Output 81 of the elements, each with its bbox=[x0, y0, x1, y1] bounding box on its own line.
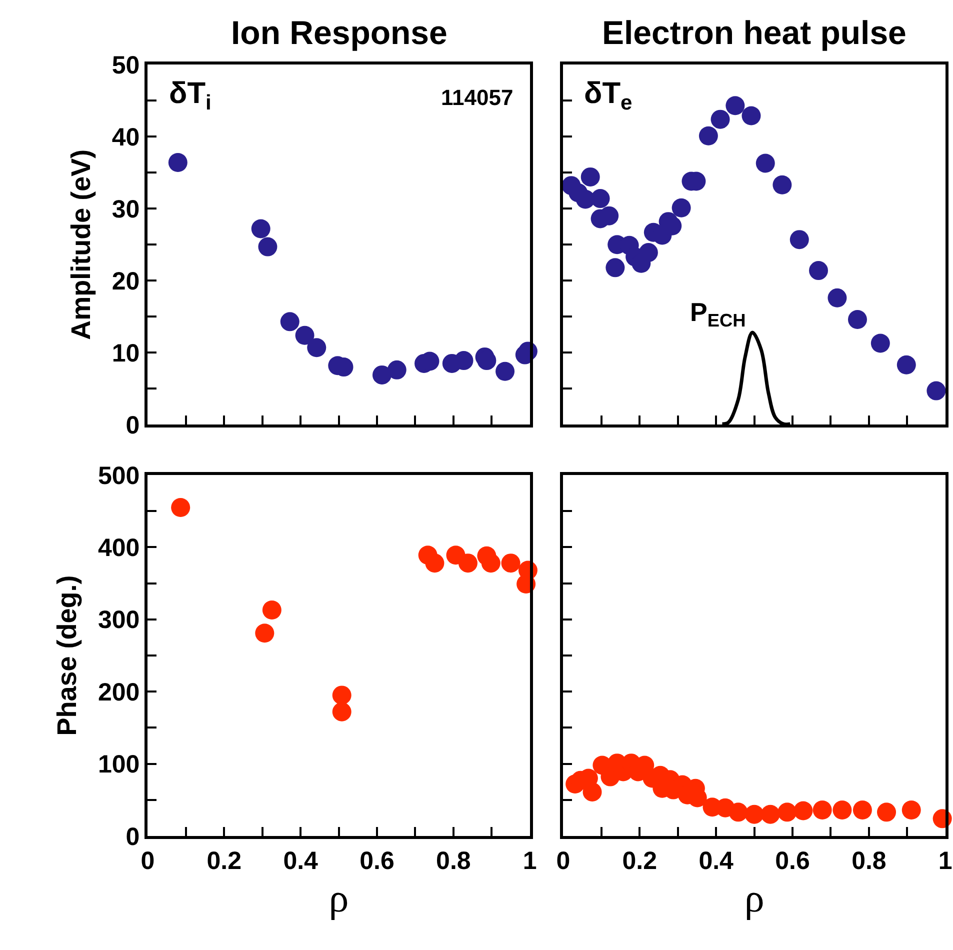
point bbox=[258, 237, 278, 256]
x-tick-label: 0.6 bbox=[775, 847, 810, 875]
y-tick-label: 30 bbox=[112, 195, 140, 224]
y-tick-label: 20 bbox=[112, 267, 140, 296]
point bbox=[481, 554, 500, 573]
point bbox=[698, 126, 718, 146]
y-tick-label: 40 bbox=[112, 123, 140, 152]
point bbox=[307, 338, 326, 358]
point bbox=[760, 804, 780, 824]
x-tick-label: 0.8 bbox=[436, 847, 471, 875]
series-label: P$_{ECH}$ bbox=[690, 297, 746, 330]
point bbox=[794, 801, 813, 820]
point bbox=[332, 702, 352, 722]
point bbox=[458, 554, 478, 573]
y-tick-label: 100 bbox=[98, 750, 140, 779]
x-axis-title: ρ bbox=[744, 876, 764, 920]
point bbox=[501, 554, 520, 573]
point bbox=[710, 110, 730, 129]
point bbox=[809, 261, 828, 280]
y-tick-label: 0 bbox=[126, 411, 140, 440]
y-tick-label: 400 bbox=[98, 534, 140, 562]
point bbox=[832, 800, 852, 820]
y-tick-label: 50 bbox=[112, 51, 140, 80]
chart-title: Ion Response bbox=[231, 14, 448, 51]
point bbox=[168, 153, 188, 172]
point bbox=[812, 800, 832, 820]
point bbox=[454, 351, 474, 370]
point bbox=[852, 800, 872, 820]
point bbox=[262, 600, 282, 620]
y-axis-title: Phase (deg.) bbox=[52, 575, 82, 736]
point bbox=[877, 802, 896, 822]
point bbox=[848, 310, 867, 330]
x-tick-label: 0.2 bbox=[206, 847, 242, 875]
annotation: 114057 bbox=[441, 85, 514, 110]
y-axis-title: Amplitude (eV) bbox=[66, 149, 96, 340]
point bbox=[332, 686, 352, 705]
point bbox=[672, 198, 691, 218]
point bbox=[726, 96, 745, 116]
point bbox=[496, 362, 515, 381]
chart-title: Electron heat pulse bbox=[602, 14, 906, 51]
point bbox=[582, 782, 602, 802]
point bbox=[742, 106, 761, 126]
x-tick-label: 1 bbox=[522, 847, 537, 875]
point bbox=[828, 288, 847, 308]
y-tick-label: 0 bbox=[126, 822, 140, 851]
point bbox=[902, 800, 921, 820]
x-axis-title: ρ bbox=[328, 876, 349, 920]
point bbox=[251, 219, 270, 238]
point bbox=[896, 355, 916, 374]
point bbox=[280, 312, 300, 332]
point bbox=[870, 334, 890, 353]
point bbox=[295, 326, 314, 345]
annotation: δT$_{i}$ bbox=[169, 77, 212, 114]
y-tick-label: 200 bbox=[98, 678, 140, 706]
point bbox=[580, 167, 600, 186]
y-tick-label: 500 bbox=[98, 462, 140, 490]
x-tick-label: 1 bbox=[938, 847, 952, 875]
y-tick-label: 10 bbox=[112, 339, 140, 368]
point bbox=[387, 360, 406, 380]
point bbox=[756, 154, 775, 173]
point bbox=[926, 381, 946, 400]
x-tick-label: 0.8 bbox=[852, 847, 886, 875]
point bbox=[772, 175, 792, 194]
point bbox=[744, 804, 764, 824]
annotation: δT$_{e}$ bbox=[584, 77, 632, 114]
x-tick-label: 0.4 bbox=[698, 847, 734, 875]
point bbox=[372, 365, 392, 384]
x-tick-label: 0.2 bbox=[622, 847, 658, 875]
point bbox=[790, 230, 809, 250]
point bbox=[425, 554, 444, 573]
x-tick-label: 0.4 bbox=[283, 847, 318, 875]
x-tick-label: 0.6 bbox=[360, 847, 394, 875]
point bbox=[728, 802, 748, 822]
point bbox=[590, 189, 610, 208]
point bbox=[606, 258, 625, 278]
point bbox=[638, 243, 658, 262]
x-tick-label: 0 bbox=[556, 847, 570, 875]
y-tick-label: 300 bbox=[98, 606, 140, 634]
point bbox=[778, 802, 797, 822]
point bbox=[171, 498, 190, 517]
point bbox=[255, 624, 274, 643]
